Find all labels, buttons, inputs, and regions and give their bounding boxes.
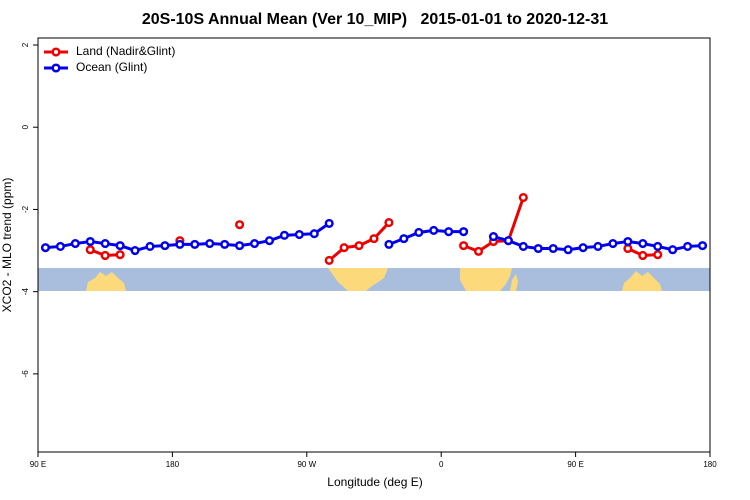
legend-label: Land (Nadir&Glint) xyxy=(76,44,175,58)
y-tick-label: -6 xyxy=(21,370,30,378)
point xyxy=(324,255,334,265)
point xyxy=(55,241,65,251)
point xyxy=(653,241,663,251)
point xyxy=(459,241,469,251)
chart-title: 20S-10S Annual Mean (Ver 10_MIP) 2015-01… xyxy=(142,11,608,28)
point xyxy=(459,227,469,237)
x-tick-label: 180 xyxy=(703,460,717,469)
point xyxy=(354,241,364,251)
point xyxy=(324,218,334,228)
x-axis-title: Longitude (deg E) xyxy=(327,475,422,489)
point xyxy=(623,236,633,247)
point xyxy=(279,230,289,240)
legend-label: Ocean (Glint) xyxy=(76,60,147,74)
land-shape xyxy=(460,268,512,291)
point xyxy=(235,220,245,230)
land-shape xyxy=(86,272,126,291)
y-tick-label: -2 xyxy=(21,205,30,213)
point xyxy=(653,250,663,260)
x-tick-label: 90 E xyxy=(30,460,46,469)
point xyxy=(593,241,603,251)
point xyxy=(309,229,319,239)
point xyxy=(100,250,110,261)
point xyxy=(190,239,200,249)
point xyxy=(444,227,454,237)
x-tick-label: 90 W xyxy=(297,460,316,469)
point xyxy=(40,243,51,253)
point xyxy=(399,234,409,244)
point xyxy=(264,236,275,246)
point xyxy=(683,241,693,251)
point xyxy=(145,241,155,251)
point xyxy=(384,218,394,228)
y-tick-label: 2 xyxy=(21,42,30,47)
point xyxy=(638,250,648,261)
point xyxy=(384,239,394,249)
map-strip xyxy=(38,268,710,291)
point xyxy=(220,239,230,249)
point xyxy=(578,243,588,253)
x-tick-label: 180 xyxy=(166,460,180,469)
point xyxy=(638,239,648,249)
point xyxy=(518,192,528,203)
point xyxy=(85,245,95,255)
point xyxy=(70,239,80,249)
point xyxy=(429,225,439,235)
y-tick-label: 0 xyxy=(21,124,30,129)
legend-marker xyxy=(51,47,61,57)
point xyxy=(130,246,140,256)
point xyxy=(414,227,424,238)
point xyxy=(623,243,633,254)
point xyxy=(294,229,304,240)
point xyxy=(473,246,484,256)
legend-marker xyxy=(51,63,61,73)
y-tick-label: -4 xyxy=(21,288,30,296)
y-axis-title: XCO2 - MLO trend (ppm) xyxy=(0,178,14,313)
point xyxy=(115,250,125,260)
point xyxy=(503,236,513,246)
x-tick-label: 90 E xyxy=(567,460,583,469)
point xyxy=(369,234,379,244)
land-shape xyxy=(328,268,388,291)
point xyxy=(563,245,573,255)
land-shape xyxy=(510,274,518,291)
point xyxy=(488,232,499,242)
point xyxy=(668,245,678,255)
point xyxy=(205,239,215,249)
point xyxy=(548,243,558,254)
series-line xyxy=(89,197,658,262)
plot-frame xyxy=(37,37,711,453)
point xyxy=(249,239,260,249)
point xyxy=(235,241,245,251)
point xyxy=(175,239,185,249)
point xyxy=(115,241,125,251)
point xyxy=(160,241,170,251)
point xyxy=(608,239,618,249)
x-tick-label: 0 xyxy=(439,460,444,469)
point xyxy=(339,243,349,253)
point xyxy=(697,241,708,251)
point xyxy=(85,236,95,247)
point xyxy=(100,239,110,249)
land-shape xyxy=(622,271,662,291)
point xyxy=(533,243,543,254)
point xyxy=(518,241,528,251)
